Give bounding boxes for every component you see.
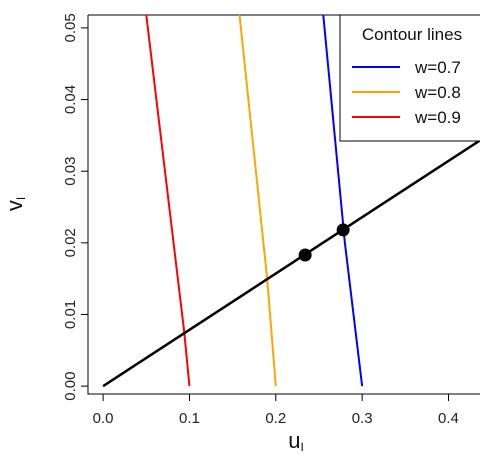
contour-line-w-0-9 [145, 15, 191, 387]
y-tick-label: 0.01 [62, 300, 79, 329]
x-tick-label: 0.1 [179, 410, 200, 427]
y-axis-ticks: 0.00 0.01 0.02 0.03 0.04 0.05 [62, 13, 88, 401]
y-tick-label: 0.03 [62, 157, 79, 186]
y-axis-title: vI [2, 197, 28, 211]
ray-line [102, 139, 480, 388]
y-tick-label: 0.04 [62, 85, 79, 114]
y-tick-label: 0.00 [62, 372, 79, 401]
legend-items: w=0.7 w=0.8 w=0.9 [352, 58, 461, 127]
x-axis-ticks: 0.0 0.1 0.2 0.3 0.4 [93, 394, 459, 427]
x-tick-label: 0.0 [93, 410, 114, 427]
intersection-point [298, 248, 312, 262]
contour-lines [145, 15, 364, 387]
legend-label: w=0.8 [414, 83, 461, 102]
x-tick-label: 0.4 [438, 410, 459, 427]
legend-title: Contour lines [362, 25, 462, 44]
legend: Contour lines w=0.7 w=0.8 w=0.9 [339, 14, 480, 142]
legend-label: w=0.9 [414, 108, 461, 127]
x-tick-label: 0.2 [265, 410, 286, 427]
contour-line-w-0-7 [322, 15, 364, 387]
intersection-markers [298, 223, 350, 262]
x-tick-label: 0.3 [352, 410, 373, 427]
legend-box [339, 14, 480, 142]
contour-line-w-0-8 [238, 15, 277, 387]
x-axis-title: uI [288, 428, 304, 454]
legend-label: w=0.7 [414, 58, 461, 77]
intersection-point [336, 223, 350, 237]
direction-ray [102, 139, 480, 388]
y-tick-label: 0.02 [62, 228, 79, 257]
y-tick-label: 0.05 [62, 13, 79, 42]
